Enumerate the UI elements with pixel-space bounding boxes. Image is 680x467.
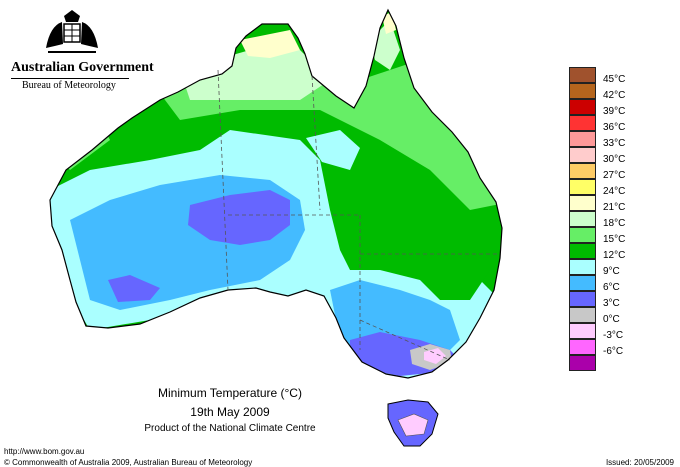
issued-date: Issued: 20/05/2009 [605,458,674,467]
legend-row: 39°C [569,99,639,117]
legend-row: 24°C [569,179,639,197]
legend-swatch [569,307,596,323]
legend-swatch [569,147,596,163]
tasmania [387,399,439,447]
legend-row: 45°C [569,67,639,85]
legend-row: -3°C [569,323,639,341]
legend-label: 15°C [603,234,626,245]
map-product: Product of the National Climate Centre [144,423,316,434]
legend-label: 9°C [603,266,620,277]
legend-swatch [569,227,596,243]
legend-label: 18°C [603,218,626,229]
legend-row: 33°C [569,131,639,149]
legend-label: 12°C [603,250,626,261]
legend-row: 12°C [569,243,639,261]
legend-row: 6°C [569,275,639,293]
zone-3c-sw [108,275,160,302]
zone-21c-top-end [240,30,300,58]
government-title: Australian Government [11,60,154,75]
legend-label: -3°C [603,330,624,341]
legend-swatch [569,131,596,147]
map-date: 19th May 2009 [190,405,270,419]
temperature-legend: 45°C 42°C 39°C 36°C 33°C 30°C 27°C 24°C 21°C 18°C… [569,67,639,381]
legend-swatch [569,179,596,195]
zone-9c-qld [306,130,360,170]
coat-of-arms-icon [46,10,98,53]
bom-link[interactable]: http://www.bom.gov.au [4,447,85,456]
legend-label: 39°C [603,106,626,117]
legend-row: 9°C [569,259,639,277]
legend-swatch [569,339,596,355]
legend-row: 36°C [569,115,639,133]
legend-label: 24°C [603,186,626,197]
legend-row: 0°C [569,307,639,325]
legend-row: 3°C [569,291,639,309]
legend-swatch [569,291,596,307]
legend-swatch [569,195,596,211]
legend-row: 27°C [569,163,639,181]
legend-label: 3°C [603,298,620,309]
legend-row: 15°C [569,227,639,245]
legend-label: 42°C [603,90,626,101]
legend-swatch [569,83,596,99]
legend-swatch [569,211,596,227]
legend-swatch [569,99,596,115]
legend-label: 30°C [603,154,626,165]
legend-swatch [569,115,596,131]
legend-label: 45°C [603,74,626,85]
legend-row [569,355,639,371]
legend-row: 21°C [569,195,639,213]
zone-18c-top-end [180,50,330,100]
legend-label: 21°C [603,202,626,213]
legend-row: 42°C [569,83,639,101]
legend-swatch [569,243,596,259]
state-borders [217,69,498,361]
legend-label: 36°C [603,122,626,133]
zone-3c-wa [188,190,290,245]
map-title: Minimum Temperature (°C) [158,386,302,400]
legend-label: 27°C [603,170,626,181]
bureau-name: Bureau of Meteorology [22,80,116,91]
legend-label: 6°C [603,282,620,293]
legend-swatch [569,259,596,275]
legend-swatch [569,67,596,83]
zone-minus3c-alps [424,348,446,364]
legend-label: 33°C [603,138,626,149]
legend-label: -6°C [603,346,624,357]
legend-swatch [569,275,596,291]
copyright: © Commonwealth of Australia 2009, Austra… [4,458,253,467]
legend-row: 30°C [569,147,639,165]
legend-swatch [569,163,596,179]
legend-swatch [569,323,596,339]
legend-row: 18°C [569,211,639,229]
header-divider [11,78,129,79]
legend-row: -6°C [569,339,639,357]
zone-12c-east [340,240,490,300]
legend-label: 0°C [603,314,620,325]
legend-swatch [569,355,596,371]
